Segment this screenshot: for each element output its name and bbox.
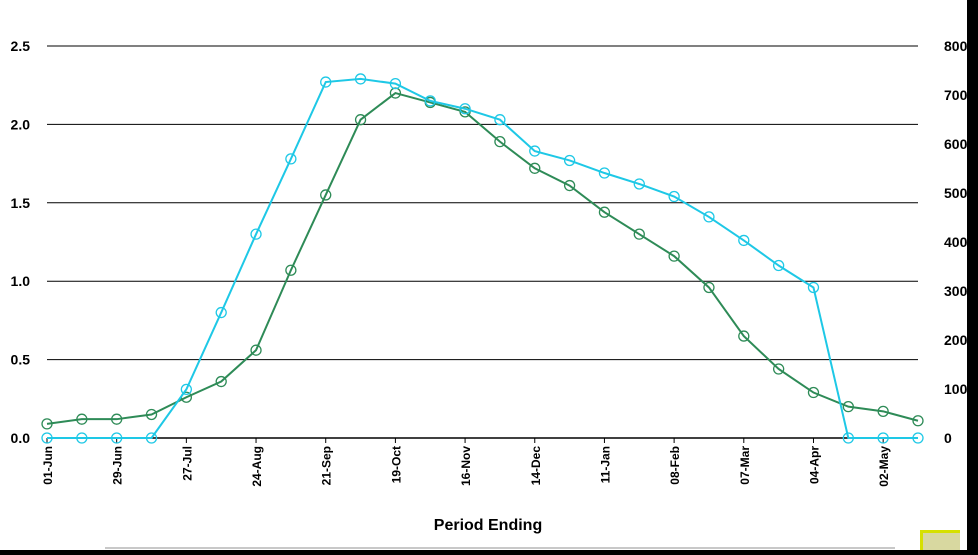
data-point (807, 281, 820, 294)
data-point (494, 114, 506, 126)
left-axis-ticks: 0.0 0.5 1.0 1.5 2.0 2.5 (11, 38, 31, 446)
y-tick-label: 0.5 (11, 352, 31, 368)
data-point (215, 375, 227, 388)
data-point (285, 264, 297, 276)
right-edge-bar (967, 0, 978, 550)
y-tick-label: 2.5 (11, 38, 31, 54)
x-tick-label: 29-Jun (111, 446, 125, 485)
y2-tick-label: 600 (944, 136, 967, 152)
x-axis-label: Period Ending (434, 517, 542, 534)
line-chart: 0.0 0.5 1.0 1.5 2.0 2.5 0 100 200 300 400 500 600 70… (10, 38, 968, 534)
x-tick-label: 14-Dec (529, 446, 543, 486)
data-point (912, 432, 924, 444)
data-point (877, 405, 889, 417)
data-point (563, 179, 576, 192)
bottom-divider (105, 547, 895, 549)
data-point (389, 77, 402, 90)
x-tick-label: 07-Mar (738, 446, 752, 485)
data-point (703, 211, 715, 223)
data-point (738, 330, 750, 342)
data-point (76, 413, 88, 425)
data-point (111, 413, 123, 425)
data-point (459, 106, 471, 118)
data-point (320, 76, 332, 88)
x-tick-label: 24-Aug (250, 446, 264, 487)
data-point (320, 189, 332, 201)
x-tick-label: 04-Apr (807, 446, 821, 484)
y2-tick-label: 500 (944, 185, 967, 201)
data-point (41, 432, 53, 444)
data-point (563, 154, 576, 167)
series-line (46, 91, 919, 425)
x-tick-label: 11-Jan (598, 446, 612, 483)
data-point (807, 386, 820, 399)
y2-tick-label: 800 (944, 38, 967, 54)
data-point (598, 167, 611, 179)
data-point (529, 162, 541, 174)
y2-tick-label: 300 (944, 283, 967, 299)
y2-tick-label: 100 (944, 381, 967, 397)
data-point (285, 153, 297, 165)
data-point (668, 250, 680, 262)
x-tick-label: 19-Oct (389, 446, 403, 483)
data-point (145, 408, 158, 421)
y-tick-label: 2.0 (11, 116, 31, 132)
y2-tick-label: 0 (944, 430, 952, 446)
data-point (354, 73, 367, 85)
data-point (215, 306, 227, 319)
data-point (41, 418, 53, 430)
data-point (772, 259, 785, 272)
y2-tick-label: 400 (944, 234, 967, 250)
series-line (47, 77, 918, 439)
data-point (424, 95, 436, 107)
data-point (842, 400, 854, 413)
series-layer (41, 73, 924, 444)
data-point (145, 432, 158, 444)
data-point (111, 432, 123, 444)
data-point (250, 344, 262, 356)
x-tick-label: 02-May (877, 446, 891, 487)
grid-lines (47, 45, 918, 439)
data-point (703, 281, 715, 294)
y2-tick-label: 700 (944, 87, 967, 103)
data-point (354, 114, 367, 126)
x-axis-ticks: 01-Jun 29-Jun 27-Jul 24-Aug 21-Sep 19-Oct 16-N… (41, 438, 891, 487)
x-tick-label: 16-Nov (459, 446, 473, 486)
data-point (877, 432, 889, 444)
x-tick-label: 21-Sep (320, 446, 334, 485)
y2-tick-label: 200 (944, 332, 967, 348)
corner-logo (920, 530, 960, 550)
x-tick-label: 08-Feb (668, 446, 682, 485)
y-tick-label: 1.0 (11, 273, 31, 289)
data-point (842, 432, 854, 444)
x-tick-label: 27-Jul (180, 446, 194, 481)
data-point (459, 103, 471, 115)
data-point (912, 415, 924, 427)
data-point (76, 432, 88, 444)
series-2 (41, 73, 924, 444)
x-tick-label: 01-Jun (41, 446, 55, 485)
data-point (250, 228, 262, 240)
data-point (633, 178, 645, 190)
data-point (180, 383, 193, 396)
y-tick-label: 1.5 (11, 195, 31, 211)
data-point (738, 234, 750, 247)
data-point (529, 145, 541, 157)
data-point (633, 228, 645, 240)
data-point (598, 206, 611, 218)
right-axis-ticks: 0 100 200 300 400 500 600 700 800 (944, 38, 968, 446)
series-1 (41, 87, 924, 430)
data-point (772, 363, 785, 375)
data-point (494, 135, 506, 148)
y-tick-label: 0.0 (11, 430, 31, 446)
data-point (668, 190, 680, 203)
